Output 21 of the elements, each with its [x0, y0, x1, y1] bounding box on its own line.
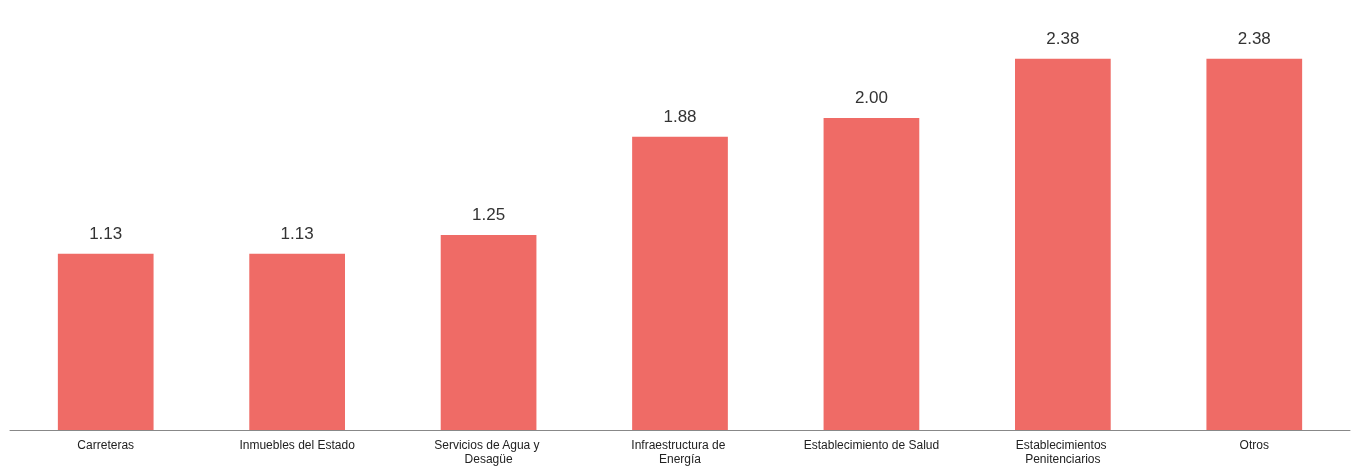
data-label: 1.13	[280, 223, 314, 243]
bar	[440, 235, 537, 430]
x-tick-label: Servicios de Agua y Desagüe	[434, 438, 543, 466]
x-tick-label: Otros	[1239, 438, 1269, 452]
data-label: 1.88	[663, 106, 697, 126]
x-tick-label: Infraestructura de Energía	[631, 438, 729, 466]
bar	[1015, 58, 1111, 430]
bar	[1206, 58, 1303, 430]
data-label: 1.25	[472, 205, 506, 224]
bar	[57, 253, 154, 430]
x-tick-label: Establecimientos Penitenciarios	[1015, 438, 1110, 466]
data-label: 2.38	[1046, 28, 1080, 48]
data-label: 1.13	[89, 223, 123, 243]
bar	[823, 118, 920, 430]
x-tick-label: Inmuebles del Estado	[239, 438, 356, 452]
x-tick-label: Establecimiento de Salud	[803, 438, 940, 452]
bar	[249, 253, 345, 430]
data-label: 2.38	[1237, 28, 1271, 48]
bar	[632, 136, 728, 430]
x-tick-label: Carreteras	[77, 438, 135, 452]
data-label: 2.00	[854, 88, 888, 107]
